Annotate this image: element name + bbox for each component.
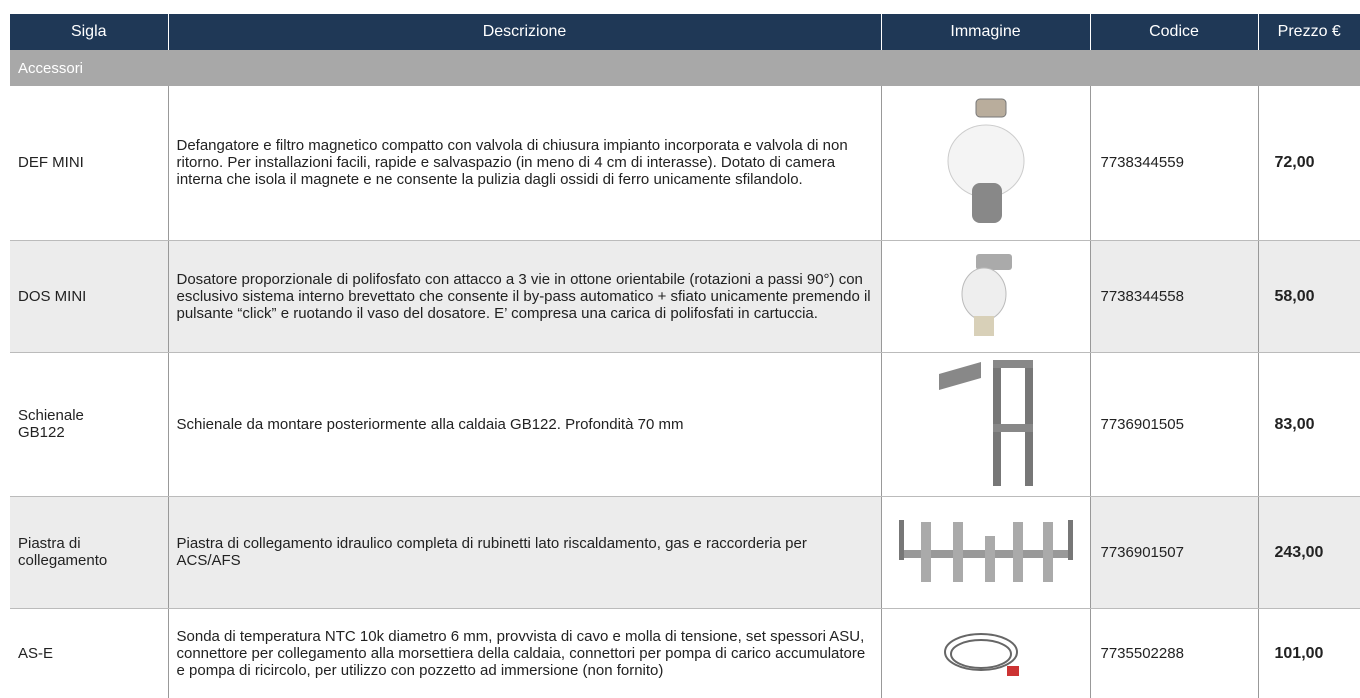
section-title: Accessori <box>10 50 1360 86</box>
sigla-text: Piastra di collegamento <box>18 535 108 569</box>
header-row: Sigla Descrizione Immagine Codice Prezzo… <box>10 14 1360 50</box>
image-cell <box>880 86 1090 241</box>
price-table: Sigla Descrizione Immagine Codice Prezzo… <box>10 14 1360 698</box>
column-header: Prezzo € <box>1257 14 1360 50</box>
codice: 7736901507 <box>1089 496 1258 609</box>
column-header: Descrizione <box>167 14 881 50</box>
image-cell <box>880 496 1090 609</box>
prezzo: 58,00 <box>1257 240 1360 353</box>
price-table-container: Sigla Descrizione Immagine Codice Prezzo… <box>10 14 1360 698</box>
column-header: Codice <box>1089 14 1258 50</box>
prezzo: 83,00 <box>1257 352 1360 497</box>
codice: 7738344558 <box>1089 240 1258 353</box>
row: DOS MINI Dosatore proporzionale di polif… <box>10 240 1360 353</box>
image-cell <box>880 352 1090 497</box>
prezzo: 72,00 <box>1257 86 1360 241</box>
sigla: Schienale GB122 <box>10 352 168 497</box>
product-image <box>943 633 1019 676</box>
sigla: Piastra di collegamento <box>10 496 168 609</box>
row: DEF MINI Defangatore e filtro magnetico … <box>10 86 1360 241</box>
sigla-text: AS-E <box>18 644 54 662</box>
codice: 7736901505 <box>1089 352 1258 497</box>
codice: 7735502288 <box>1089 608 1258 698</box>
codice: 7738344559 <box>1089 86 1258 241</box>
product-image <box>961 254 1012 336</box>
product-image <box>938 360 1033 486</box>
descrizione: Schienale da montare posteriormente alla… <box>167 352 881 497</box>
row: AS-E Sonda di temperatura NTC 10k diamet… <box>10 608 1360 698</box>
descrizione: Dosatore proporzionale di polifosfato co… <box>167 240 881 353</box>
sigla-text: Schienale GB122 <box>18 407 84 441</box>
descrizione: Piastra di collegamento idraulico comple… <box>167 496 881 609</box>
prezzo: 101,00 <box>1257 608 1360 698</box>
section-row: Accessori <box>10 50 1360 86</box>
sigla-text: DEF MINI <box>18 154 84 172</box>
product-image <box>898 520 1073 582</box>
sigla: DOS MINI <box>10 240 168 353</box>
sigla: DEF MINI <box>10 86 168 241</box>
descrizione: Sonda di temperatura NTC 10k diametro 6 … <box>167 608 881 698</box>
sigla-text: DOS MINI <box>18 287 87 305</box>
row: Schienale GB122 Schienale da montare pos… <box>10 352 1360 497</box>
prezzo: 243,00 <box>1257 496 1360 609</box>
column-header: Sigla <box>10 14 168 50</box>
image-cell <box>880 608 1090 698</box>
product-image <box>947 98 1024 223</box>
column-header: Immagine <box>880 14 1090 50</box>
descrizione: Defangatore e filtro magnetico compatto … <box>167 86 881 241</box>
sigla: AS-E <box>10 608 168 698</box>
row: Piastra di collegamento Piastra di colle… <box>10 496 1360 609</box>
image-cell <box>880 240 1090 353</box>
